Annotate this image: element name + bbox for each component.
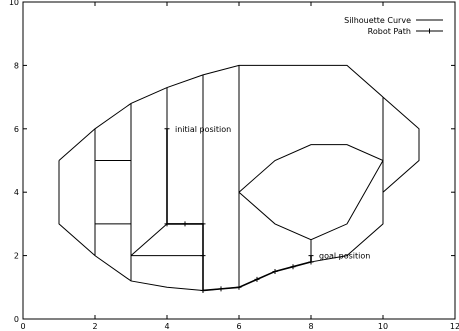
- y-tick-label: 0: [14, 315, 19, 324]
- x-tick-label: 8: [308, 322, 313, 331]
- legend-label: Silhouette Curve: [344, 16, 411, 25]
- robot-path-point: [290, 264, 296, 270]
- robot-path-point: [308, 253, 314, 259]
- robot-path-point: [254, 276, 260, 282]
- legend-marker: [427, 28, 432, 34]
- x-tick-label: 4: [164, 322, 169, 331]
- annotations: initial position goal position: [175, 125, 370, 261]
- robot-path-point: [182, 221, 188, 227]
- robot-path-point: [308, 259, 314, 265]
- robot-path-point: [164, 126, 170, 132]
- silhouette-segment: [130, 223, 168, 256]
- robot-path-point: [200, 287, 206, 293]
- legend: Silhouette Curve Robot Path: [344, 16, 443, 36]
- axis-ticks: 0 2 4 6 8 10 12 0 2 4 6 8 10: [9, 0, 459, 331]
- silhouette-segment: [58, 64, 420, 291]
- x-tick-label: 12: [450, 322, 459, 331]
- x-tick-label: 0: [20, 322, 25, 331]
- silhouette-segment: [238, 144, 384, 241]
- y-tick-label: 8: [14, 61, 19, 70]
- annotation-label: goal position: [319, 252, 370, 261]
- robot-path-layer: [164, 126, 314, 293]
- legend-label: Robot Path: [368, 27, 411, 36]
- y-tick-label: 2: [14, 252, 19, 261]
- robot-path-point: [200, 221, 206, 227]
- x-tick-label: 2: [92, 322, 97, 331]
- y-tick-label: 10: [9, 0, 19, 7]
- robot-path-point: [272, 268, 278, 274]
- robot-path-point: [236, 284, 242, 290]
- x-tick-label: 10: [378, 322, 388, 331]
- annotation-label: initial position: [175, 125, 231, 134]
- robot-path-point: [200, 253, 206, 259]
- robot-path-point: [218, 286, 224, 292]
- x-tick-label: 6: [236, 322, 241, 331]
- y-tick-label: 6: [14, 125, 19, 134]
- y-tick-label: 4: [14, 188, 19, 197]
- robot-path-point: [164, 221, 170, 227]
